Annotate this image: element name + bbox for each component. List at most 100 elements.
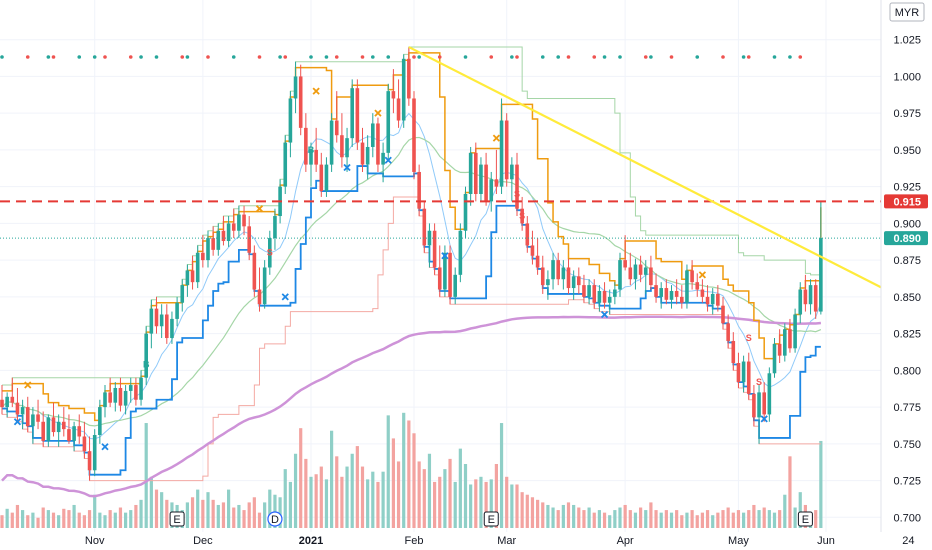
candle[interactable] xyxy=(649,255,653,290)
candle[interactable] xyxy=(87,436,92,481)
candle[interactable] xyxy=(468,146,473,206)
candle[interactable] xyxy=(587,279,591,305)
candle[interactable] xyxy=(716,285,720,312)
candle[interactable] xyxy=(484,152,488,206)
candle[interactable] xyxy=(654,273,658,303)
candle[interactable] xyxy=(499,98,504,194)
descending-trendline[interactable] xyxy=(408,46,909,303)
candle[interactable] xyxy=(139,370,143,406)
candle[interactable] xyxy=(144,326,148,386)
candle[interactable] xyxy=(231,208,236,239)
candle[interactable] xyxy=(793,308,797,353)
candle[interactable] xyxy=(345,127,349,172)
candle[interactable] xyxy=(304,113,308,172)
candle[interactable] xyxy=(15,387,20,422)
candle[interactable] xyxy=(92,429,97,477)
candle[interactable] xyxy=(566,258,571,294)
candle[interactable] xyxy=(391,69,396,114)
candle[interactable] xyxy=(772,338,777,378)
candle[interactable] xyxy=(618,252,622,297)
candle[interactable] xyxy=(82,421,87,459)
candle[interactable] xyxy=(582,274,586,303)
candle[interactable] xyxy=(659,282,663,309)
candle[interactable] xyxy=(736,352,741,388)
candle[interactable] xyxy=(170,311,174,344)
candle[interactable] xyxy=(510,157,514,202)
candle[interactable] xyxy=(628,252,633,286)
candle[interactable] xyxy=(783,323,787,362)
candle[interactable] xyxy=(195,245,200,289)
candle[interactable] xyxy=(175,296,179,327)
last-price-tag[interactable]: 0.890 xyxy=(884,231,928,246)
candle[interactable] xyxy=(314,127,318,172)
candle[interactable] xyxy=(530,230,535,265)
candle[interactable] xyxy=(437,245,442,297)
candle[interactable] xyxy=(726,314,730,349)
candle[interactable] xyxy=(638,255,643,283)
candle[interactable] xyxy=(273,208,277,250)
event-marker-e[interactable]: E xyxy=(169,511,185,527)
candle[interactable] xyxy=(340,113,344,168)
candle[interactable] xyxy=(515,152,519,217)
candle[interactable] xyxy=(551,252,555,290)
candle[interactable] xyxy=(25,396,30,433)
candle[interactable] xyxy=(20,399,25,430)
candle[interactable] xyxy=(731,332,736,371)
candle[interactable] xyxy=(62,407,66,437)
candle[interactable] xyxy=(226,216,231,247)
resistance-price-tag[interactable]: 0.915 xyxy=(884,194,928,209)
candle[interactable] xyxy=(489,171,494,212)
candle[interactable] xyxy=(98,399,102,444)
candle[interactable] xyxy=(252,245,257,297)
candle[interactable] xyxy=(41,411,45,447)
candle[interactable] xyxy=(319,152,324,197)
overlay-lines[interactable] xyxy=(0,46,909,303)
candle[interactable] xyxy=(813,279,818,319)
candle[interactable] xyxy=(803,274,808,312)
candle[interactable] xyxy=(592,279,597,309)
candle[interactable] xyxy=(808,279,813,315)
candle[interactable] xyxy=(669,285,674,309)
candle[interactable] xyxy=(149,299,154,349)
candle[interactable] xyxy=(324,157,329,197)
candle[interactable] xyxy=(535,238,540,275)
candle[interactable] xyxy=(690,260,694,290)
candle[interactable] xyxy=(613,282,617,305)
candle[interactable] xyxy=(479,157,483,202)
candle[interactable] xyxy=(0,385,4,415)
candle[interactable] xyxy=(242,205,246,236)
candle[interactable] xyxy=(417,164,421,217)
candles[interactable] xyxy=(0,47,823,481)
candle[interactable] xyxy=(680,285,684,309)
event-marker-d[interactable]: D xyxy=(267,511,283,527)
candle[interactable] xyxy=(283,135,288,194)
candle[interactable] xyxy=(752,385,756,427)
candle[interactable] xyxy=(798,282,803,324)
candle[interactable] xyxy=(159,304,164,339)
candle[interactable] xyxy=(72,421,76,452)
candle[interactable] xyxy=(597,285,602,312)
candle[interactable] xyxy=(180,279,185,312)
candle[interactable] xyxy=(788,318,792,353)
candle[interactable] xyxy=(474,142,478,202)
candle[interactable] xyxy=(721,296,725,330)
candle[interactable] xyxy=(571,270,576,300)
candle[interactable] xyxy=(257,267,262,312)
candle[interactable] xyxy=(561,260,566,290)
candle[interactable] xyxy=(407,47,411,106)
candle[interactable] xyxy=(56,414,61,447)
candle[interactable] xyxy=(128,377,133,403)
candle[interactable] xyxy=(288,91,293,158)
candle[interactable] xyxy=(309,142,313,187)
candle[interactable] xyxy=(633,258,638,290)
candle[interactable] xyxy=(494,149,499,194)
candle[interactable] xyxy=(396,79,401,128)
candle[interactable] xyxy=(546,270,550,300)
candle[interactable] xyxy=(767,367,772,422)
candle[interactable] xyxy=(103,385,107,418)
candle[interactable] xyxy=(108,377,112,408)
candle[interactable] xyxy=(695,273,700,297)
candle[interactable] xyxy=(674,279,679,305)
candle[interactable] xyxy=(206,230,210,268)
